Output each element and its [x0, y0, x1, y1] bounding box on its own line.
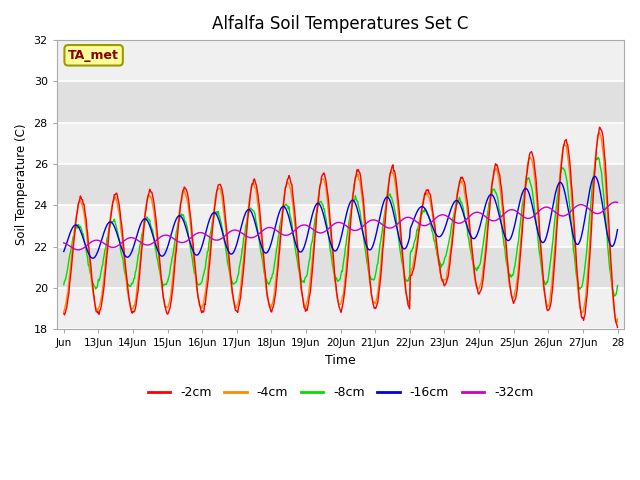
Bar	[57, 164, 625, 205]
X-axis label: Time: Time	[325, 354, 356, 367]
Bar	[57, 82, 625, 123]
Bar	[57, 247, 625, 288]
Y-axis label: Soil Temperature (C): Soil Temperature (C)	[15, 124, 28, 245]
Text: TA_met: TA_met	[68, 49, 119, 62]
Legend: -2cm, -4cm, -8cm, -16cm, -32cm: -2cm, -4cm, -8cm, -16cm, -32cm	[143, 381, 539, 404]
Title: Alfalfa Soil Temperatures Set C: Alfalfa Soil Temperatures Set C	[212, 15, 469, 33]
Bar	[57, 40, 625, 82]
Bar	[57, 288, 625, 329]
Bar	[57, 123, 625, 164]
Bar	[57, 205, 625, 247]
